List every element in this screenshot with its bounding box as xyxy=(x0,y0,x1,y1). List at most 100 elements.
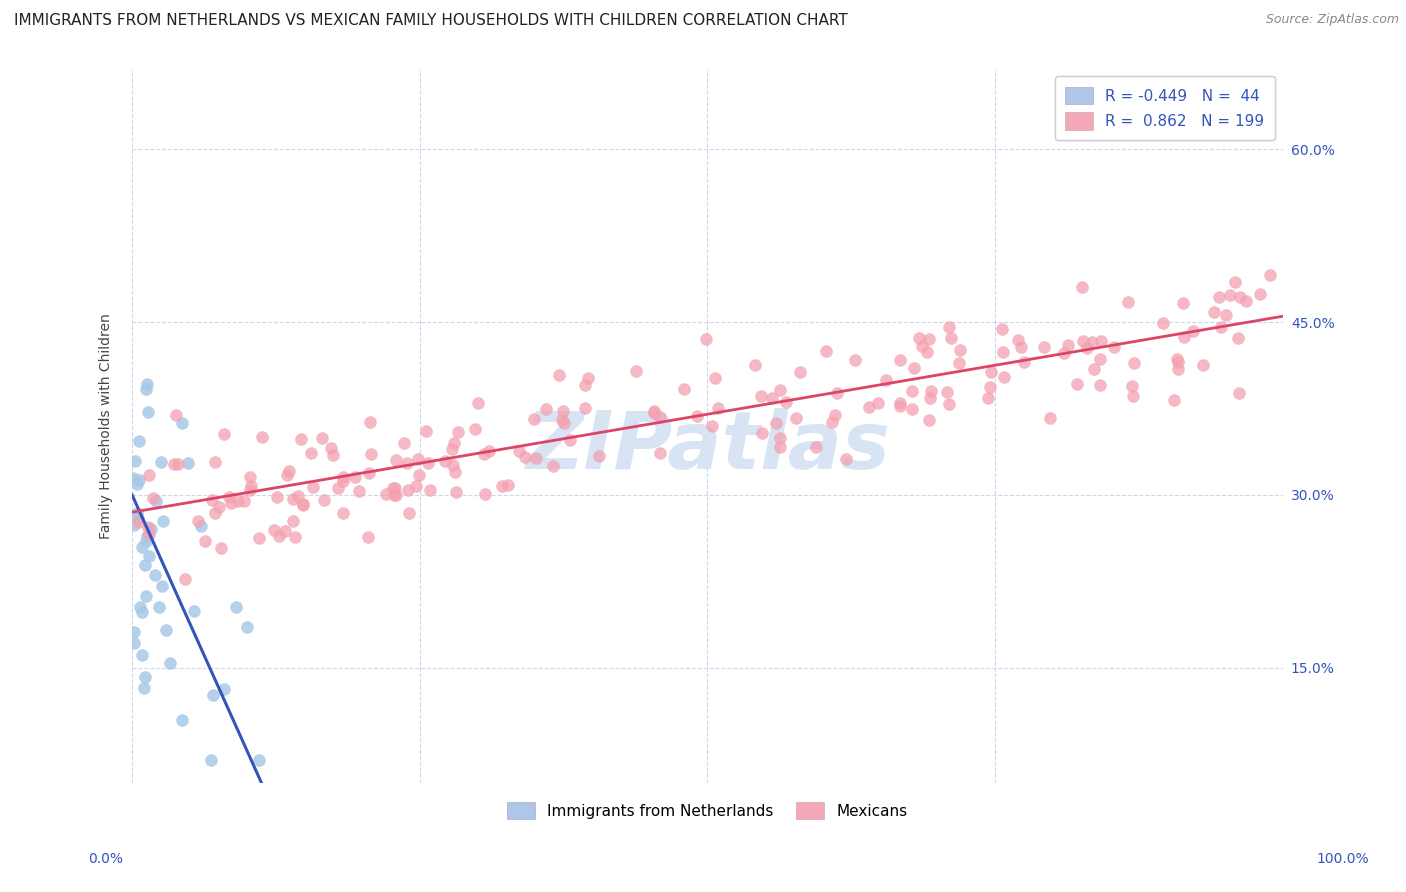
Point xyxy=(1181,324,1204,338)
Point xyxy=(218,490,240,504)
Point xyxy=(889,396,911,410)
Point xyxy=(1166,351,1188,366)
Point xyxy=(1173,329,1195,343)
Point xyxy=(1039,411,1062,425)
Point xyxy=(990,321,1012,335)
Text: ZIPatlas: ZIPatlas xyxy=(524,409,890,486)
Point xyxy=(232,493,254,508)
Point xyxy=(1081,334,1104,349)
Point xyxy=(165,408,187,422)
Point xyxy=(385,488,408,502)
Point xyxy=(444,465,467,479)
Point xyxy=(247,753,270,767)
Point xyxy=(769,383,792,397)
Point xyxy=(1083,361,1105,376)
Point xyxy=(1122,389,1144,403)
Point xyxy=(804,440,827,454)
Point xyxy=(1167,355,1189,369)
Point xyxy=(311,431,333,445)
Point xyxy=(576,370,599,384)
Point xyxy=(815,344,838,359)
Point xyxy=(464,422,486,436)
Point xyxy=(134,671,156,685)
Point xyxy=(277,464,299,478)
Point xyxy=(938,319,960,334)
Point xyxy=(704,370,727,384)
Point xyxy=(124,454,146,468)
Point xyxy=(993,369,1015,384)
Point xyxy=(190,519,212,533)
Point xyxy=(1090,334,1112,349)
Point xyxy=(1010,340,1032,354)
Point xyxy=(135,377,157,392)
Point xyxy=(1007,333,1029,347)
Point xyxy=(252,430,274,444)
Point xyxy=(939,330,962,344)
Point xyxy=(239,483,262,497)
Point xyxy=(1088,352,1111,367)
Point xyxy=(447,425,470,440)
Point xyxy=(240,479,263,493)
Point xyxy=(769,431,792,445)
Point xyxy=(274,524,297,538)
Point xyxy=(553,416,575,430)
Point xyxy=(249,531,271,545)
Point xyxy=(1116,294,1139,309)
Text: 0.0%: 0.0% xyxy=(89,853,122,866)
Point xyxy=(136,529,159,543)
Point xyxy=(135,382,157,396)
Point xyxy=(785,410,807,425)
Point xyxy=(1258,268,1281,282)
Point xyxy=(135,590,157,604)
Point xyxy=(1057,338,1080,352)
Point xyxy=(588,450,610,464)
Point xyxy=(136,520,159,534)
Point xyxy=(385,453,408,467)
Point xyxy=(749,389,772,403)
Point xyxy=(702,418,724,433)
Point xyxy=(396,456,419,470)
Point xyxy=(204,507,226,521)
Point xyxy=(491,479,513,493)
Point xyxy=(1012,355,1035,369)
Point xyxy=(1033,340,1056,354)
Point xyxy=(228,494,250,508)
Point xyxy=(478,444,501,458)
Point xyxy=(868,396,890,410)
Point xyxy=(443,435,465,450)
Point xyxy=(1223,275,1246,289)
Point xyxy=(761,391,783,405)
Point xyxy=(159,656,181,670)
Point xyxy=(769,440,792,454)
Point xyxy=(384,481,406,495)
Point xyxy=(1088,377,1111,392)
Point xyxy=(138,549,160,564)
Point xyxy=(170,713,193,727)
Point xyxy=(1234,294,1257,309)
Point xyxy=(269,529,291,543)
Point xyxy=(948,356,970,370)
Point xyxy=(1152,316,1174,330)
Point xyxy=(287,489,309,503)
Point xyxy=(319,441,342,455)
Point xyxy=(408,467,430,482)
Point xyxy=(382,488,405,502)
Point xyxy=(236,620,259,634)
Point xyxy=(204,454,226,468)
Point xyxy=(433,454,456,468)
Point xyxy=(187,515,209,529)
Point xyxy=(1226,330,1249,344)
Point xyxy=(1121,378,1143,392)
Point xyxy=(918,392,941,406)
Point xyxy=(472,447,495,461)
Point xyxy=(356,529,378,543)
Point xyxy=(239,470,262,484)
Point xyxy=(131,648,153,662)
Text: 100.0%: 100.0% xyxy=(1316,853,1369,866)
Point xyxy=(1167,362,1189,376)
Point xyxy=(142,491,165,505)
Point xyxy=(551,404,574,418)
Point xyxy=(128,434,150,449)
Point xyxy=(360,447,382,461)
Point xyxy=(405,479,427,493)
